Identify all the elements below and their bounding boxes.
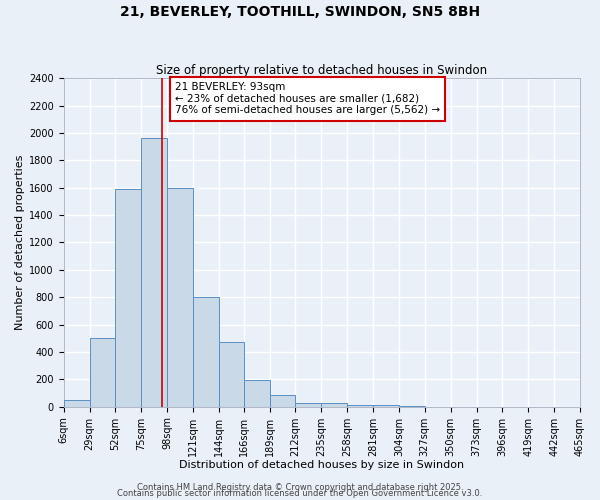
- Bar: [115, 189, 141, 406]
- Y-axis label: Number of detached properties: Number of detached properties: [15, 155, 25, 330]
- Bar: [269, 395, 295, 406]
- Text: 21 BEVERLEY: 93sqm
← 23% of detached houses are smaller (1,682)
76% of semi-deta: 21 BEVERLEY: 93sqm ← 23% of detached hou…: [175, 82, 440, 116]
- Text: Contains public sector information licensed under the Open Government Licence v3: Contains public sector information licen…: [118, 490, 482, 498]
- Bar: [244, 380, 269, 406]
- Bar: [219, 342, 244, 406]
- Bar: [295, 404, 321, 406]
- Bar: [321, 404, 347, 406]
- Bar: [64, 400, 89, 406]
- Title: Size of property relative to detached houses in Swindon: Size of property relative to detached ho…: [156, 64, 487, 77]
- Bar: [347, 404, 373, 406]
- Text: Contains HM Land Registry data © Crown copyright and database right 2025.: Contains HM Land Registry data © Crown c…: [137, 484, 463, 492]
- Bar: [89, 338, 115, 406]
- Bar: [141, 138, 167, 406]
- Text: 21, BEVERLEY, TOOTHILL, SWINDON, SN5 8BH: 21, BEVERLEY, TOOTHILL, SWINDON, SN5 8BH: [120, 5, 480, 19]
- Bar: [167, 188, 193, 406]
- Bar: [193, 297, 219, 406]
- X-axis label: Distribution of detached houses by size in Swindon: Distribution of detached houses by size …: [179, 460, 464, 470]
